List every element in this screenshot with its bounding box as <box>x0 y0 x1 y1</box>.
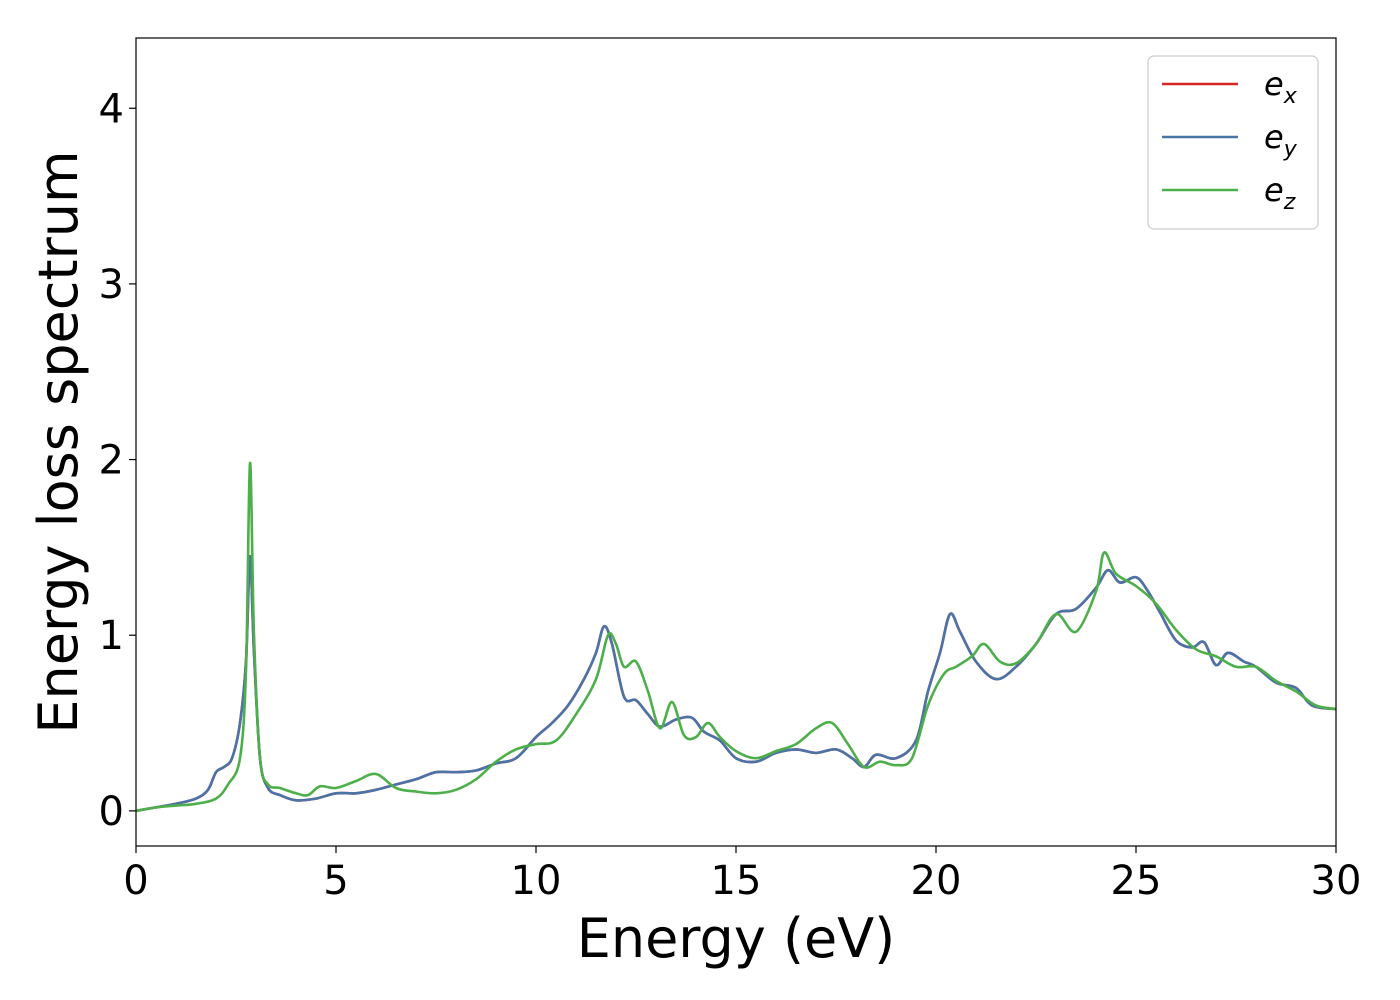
x-tick-label: 30 <box>1311 858 1362 904</box>
legend-box <box>1147 55 1319 230</box>
x-tick-label: 20 <box>911 858 962 904</box>
x-axis-ticks: 0 5 10 15 20 25 30 <box>123 846 1361 904</box>
y-tick-label: 4 <box>99 86 124 132</box>
x-tick-label: 10 <box>511 858 562 904</box>
x-axis-title: Energy (eV) <box>577 907 896 970</box>
y-tick-label: 2 <box>99 438 124 484</box>
x-tick-label: 5 <box>323 858 348 904</box>
legend-label-e-z: ez <box>1264 171 1296 215</box>
y-axis-ticks: 0 1 2 3 4 <box>99 86 136 835</box>
legend-label-e-x: ex <box>1264 65 1298 109</box>
x-tick-label: 15 <box>711 858 762 904</box>
series-line-e-y <box>136 554 1336 813</box>
y-axis-title: Energy loss spectrum <box>27 150 90 733</box>
legend: ex ey ez <box>1147 55 1319 230</box>
series-line-e-x <box>136 554 1336 813</box>
series-line-e-z <box>136 461 1336 813</box>
x-tick-label: 0 <box>123 858 148 904</box>
series-group <box>136 461 1336 813</box>
y-tick-label: 0 <box>99 789 124 835</box>
x-tick-label: 25 <box>1111 858 1162 904</box>
y-tick-label: 1 <box>99 613 124 659</box>
legend-label-e-y: ey <box>1264 118 1298 162</box>
y-tick-label: 3 <box>99 262 124 308</box>
